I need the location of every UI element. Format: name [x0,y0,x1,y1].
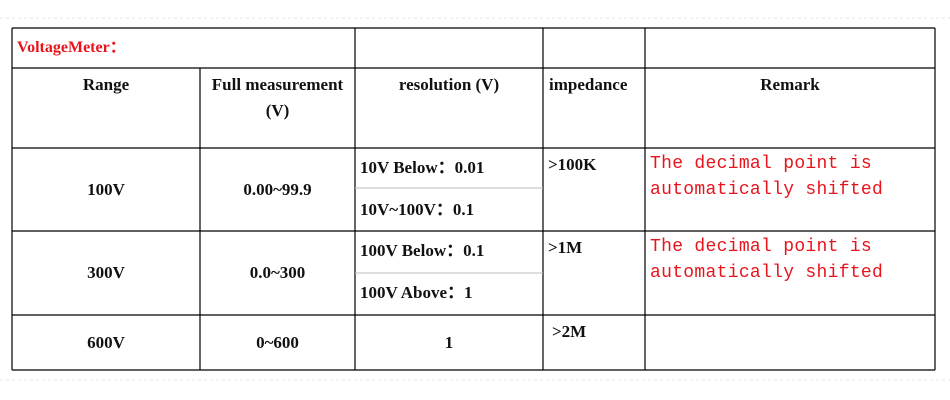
full-cell: 0.0~300 [249,263,306,282]
header-cell: resolution (V) [398,75,500,94]
full-cell: 0.00~99.9 [243,179,312,199]
header-cell: Full measurement (V) [211,75,344,120]
resolution-cell: 1 [444,332,454,352]
impedance-cell: >2M [552,322,587,341]
range-cell: 600V [87,332,125,352]
table-title: VoltageMeter： [17,39,126,56]
impedance-cell: >100K [548,155,597,174]
resolution-cell: 100V Below：0.1 [360,241,485,260]
resolution-cell: 100V Above：1 [360,283,473,302]
full-cell: 0~600 [256,332,299,352]
resolution-cell: 10V Below：0.01 [360,158,485,177]
range-cell: 300V [87,263,125,282]
header-cell: impedance [549,75,628,94]
header-cell: Remark [760,75,820,94]
impedance-cell: >1M [548,238,583,257]
resolution-cell: 10V~100V：0.1 [360,199,475,219]
range-cell: 100V [87,179,125,199]
header-cell: Range [82,75,130,94]
remark-cell: The decimal point is automatically shift… [650,237,884,283]
remark-cell: The decimal point is automatically shift… [650,154,884,200]
